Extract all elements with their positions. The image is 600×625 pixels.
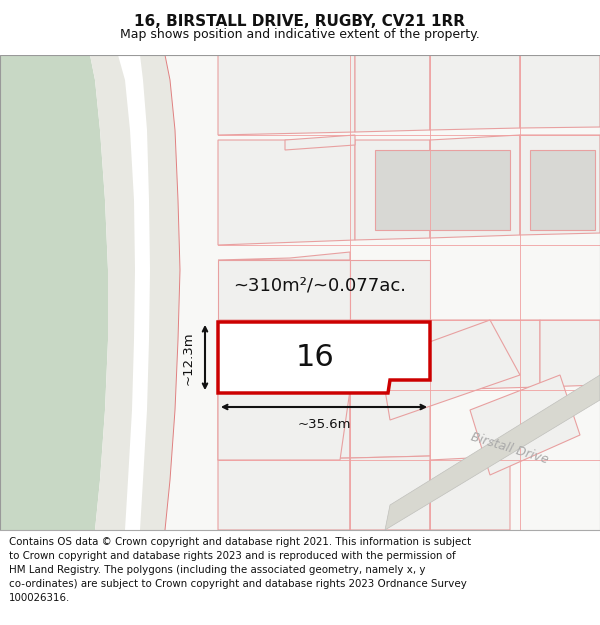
Polygon shape [218, 260, 350, 320]
Polygon shape [350, 390, 430, 458]
Polygon shape [218, 320, 350, 390]
Polygon shape [385, 375, 600, 530]
Polygon shape [540, 320, 600, 387]
Polygon shape [218, 140, 355, 245]
Polygon shape [350, 456, 430, 530]
Text: Map shows position and indicative extent of the property.: Map shows position and indicative extent… [120, 28, 480, 41]
Polygon shape [520, 135, 600, 235]
Polygon shape [218, 55, 355, 135]
Text: ~12.3m: ~12.3m [182, 331, 195, 385]
Polygon shape [90, 55, 180, 530]
Text: 16, BIRSTALL DRIVE, RUGBY, CV21 1RR: 16, BIRSTALL DRIVE, RUGBY, CV21 1RR [134, 14, 466, 29]
Polygon shape [218, 390, 350, 460]
Polygon shape [218, 458, 350, 530]
Polygon shape [350, 260, 430, 320]
Text: 16: 16 [296, 344, 334, 372]
Polygon shape [350, 320, 430, 387]
Polygon shape [470, 375, 580, 475]
Polygon shape [355, 55, 430, 132]
Polygon shape [375, 150, 510, 230]
Text: Birstall Drive: Birstall Drive [470, 430, 550, 466]
Polygon shape [218, 390, 350, 460]
Text: ~310m²/~0.077ac.: ~310m²/~0.077ac. [233, 276, 407, 294]
Polygon shape [520, 55, 600, 128]
Polygon shape [165, 55, 600, 530]
Polygon shape [355, 140, 430, 240]
Polygon shape [218, 322, 430, 393]
Polygon shape [380, 320, 520, 420]
Text: Contains OS data © Crown copyright and database right 2021. This information is : Contains OS data © Crown copyright and d… [9, 537, 471, 602]
Polygon shape [118, 55, 150, 530]
Polygon shape [430, 135, 520, 238]
Polygon shape [218, 252, 350, 260]
Polygon shape [530, 150, 595, 230]
Polygon shape [285, 135, 355, 150]
Polygon shape [430, 55, 520, 130]
Polygon shape [0, 55, 108, 530]
Polygon shape [430, 320, 540, 390]
Polygon shape [430, 456, 510, 530]
Text: ~35.6m: ~35.6m [297, 418, 351, 431]
